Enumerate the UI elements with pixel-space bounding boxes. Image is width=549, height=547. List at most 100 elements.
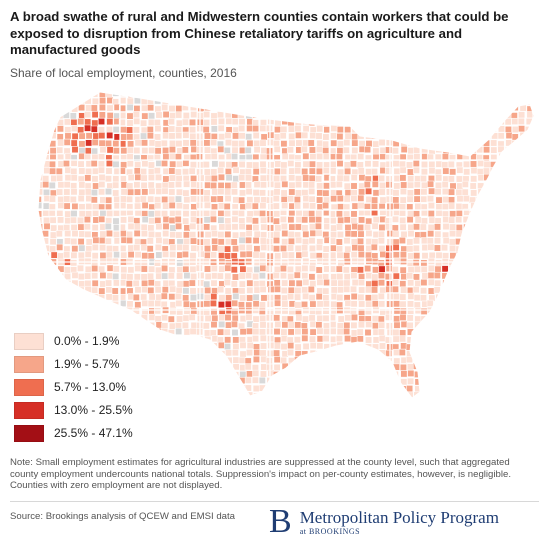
county-cell bbox=[384, 273, 392, 281]
county-cell bbox=[280, 223, 288, 231]
county-cell bbox=[357, 357, 365, 365]
county-cell bbox=[219, 400, 225, 406]
county-cell bbox=[302, 238, 309, 246]
county-cell bbox=[518, 265, 526, 273]
county-cell bbox=[434, 265, 442, 273]
county-cell bbox=[441, 244, 448, 252]
county-cell bbox=[484, 259, 492, 267]
county-cell bbox=[448, 196, 455, 204]
county-cell bbox=[377, 92, 385, 98]
county-cell bbox=[350, 329, 358, 337]
county-cell bbox=[496, 392, 504, 398]
county-cell bbox=[371, 300, 379, 308]
county-cell bbox=[230, 320, 238, 328]
county-cell bbox=[90, 160, 98, 167]
county-cell bbox=[38, 272, 42, 280]
county-cell bbox=[455, 306, 463, 314]
county-cell bbox=[484, 335, 492, 343]
county-cell bbox=[525, 245, 533, 253]
county-cell bbox=[378, 112, 386, 120]
county-cell bbox=[454, 321, 462, 329]
county-cell bbox=[223, 203, 231, 210]
county-cell bbox=[183, 328, 191, 336]
county-cell bbox=[106, 131, 114, 139]
county-cell bbox=[364, 98, 372, 106]
county-cell bbox=[302, 202, 310, 210]
county-cell bbox=[56, 188, 64, 196]
county-cell bbox=[483, 189, 491, 197]
county-cell bbox=[426, 329, 434, 337]
county-cell bbox=[323, 356, 331, 363]
county-cell bbox=[448, 216, 456, 224]
county-cell bbox=[399, 313, 407, 321]
county-cell bbox=[231, 329, 239, 336]
county-cell bbox=[322, 147, 330, 155]
county-cell bbox=[231, 349, 239, 357]
county-cell bbox=[428, 383, 436, 391]
county-cell bbox=[168, 322, 176, 330]
county-cell bbox=[274, 85, 280, 91]
county-cell bbox=[273, 245, 280, 253]
county-cell bbox=[470, 160, 477, 168]
county-cell bbox=[112, 92, 120, 97]
county-cell bbox=[147, 181, 155, 189]
county-cell bbox=[351, 97, 359, 105]
county-cell bbox=[463, 168, 471, 176]
county-cell bbox=[77, 264, 84, 272]
county-cell bbox=[71, 132, 79, 140]
county-cell bbox=[189, 118, 196, 126]
county-cell bbox=[147, 343, 154, 351]
county-cell bbox=[393, 175, 401, 182]
county-cell bbox=[421, 364, 429, 372]
county-cell bbox=[511, 356, 519, 364]
county-cell bbox=[126, 343, 134, 351]
county-cell bbox=[301, 224, 309, 232]
county-cell bbox=[503, 356, 511, 364]
county-cell bbox=[147, 300, 155, 307]
county-cell bbox=[43, 265, 51, 273]
county-cell bbox=[414, 315, 422, 323]
county-cell bbox=[134, 188, 141, 196]
county-cell bbox=[533, 167, 534, 174]
county-cell bbox=[210, 152, 218, 160]
county-cell bbox=[407, 230, 415, 238]
county-cell bbox=[258, 307, 266, 315]
county-cell bbox=[407, 181, 415, 189]
county-cell bbox=[343, 321, 351, 329]
county-cell bbox=[315, 356, 323, 364]
county-cell bbox=[372, 266, 380, 274]
county-cell bbox=[106, 84, 112, 90]
county-cell bbox=[455, 146, 463, 153]
county-cell bbox=[140, 244, 148, 252]
county-cell bbox=[384, 124, 392, 132]
county-cell bbox=[497, 104, 505, 112]
county-cell bbox=[490, 369, 498, 377]
county-cell bbox=[120, 272, 128, 280]
county-cell bbox=[148, 363, 156, 371]
county-cell bbox=[364, 356, 372, 364]
county-cell bbox=[421, 390, 429, 398]
county-cell bbox=[393, 315, 401, 323]
county-cell bbox=[162, 84, 168, 90]
county-cell bbox=[77, 251, 85, 259]
county-cell bbox=[38, 125, 42, 133]
county-cell bbox=[477, 111, 485, 119]
county-cell bbox=[421, 92, 429, 98]
county-cell bbox=[435, 321, 443, 328]
county-cell bbox=[148, 203, 156, 211]
county-cell bbox=[218, 294, 226, 302]
county-cell bbox=[490, 139, 498, 147]
county-cell bbox=[337, 110, 345, 118]
county-cell bbox=[496, 306, 504, 314]
county-cell bbox=[260, 133, 268, 141]
county-cell bbox=[126, 146, 134, 154]
county-cell bbox=[196, 84, 202, 90]
county-cell bbox=[461, 392, 469, 398]
county-cell bbox=[434, 125, 442, 133]
county-cell bbox=[456, 117, 464, 125]
county-cell bbox=[309, 356, 316, 364]
county-cell bbox=[57, 252, 65, 260]
county-cell bbox=[169, 244, 177, 252]
county-cell bbox=[524, 188, 532, 196]
county-cell bbox=[358, 300, 366, 308]
